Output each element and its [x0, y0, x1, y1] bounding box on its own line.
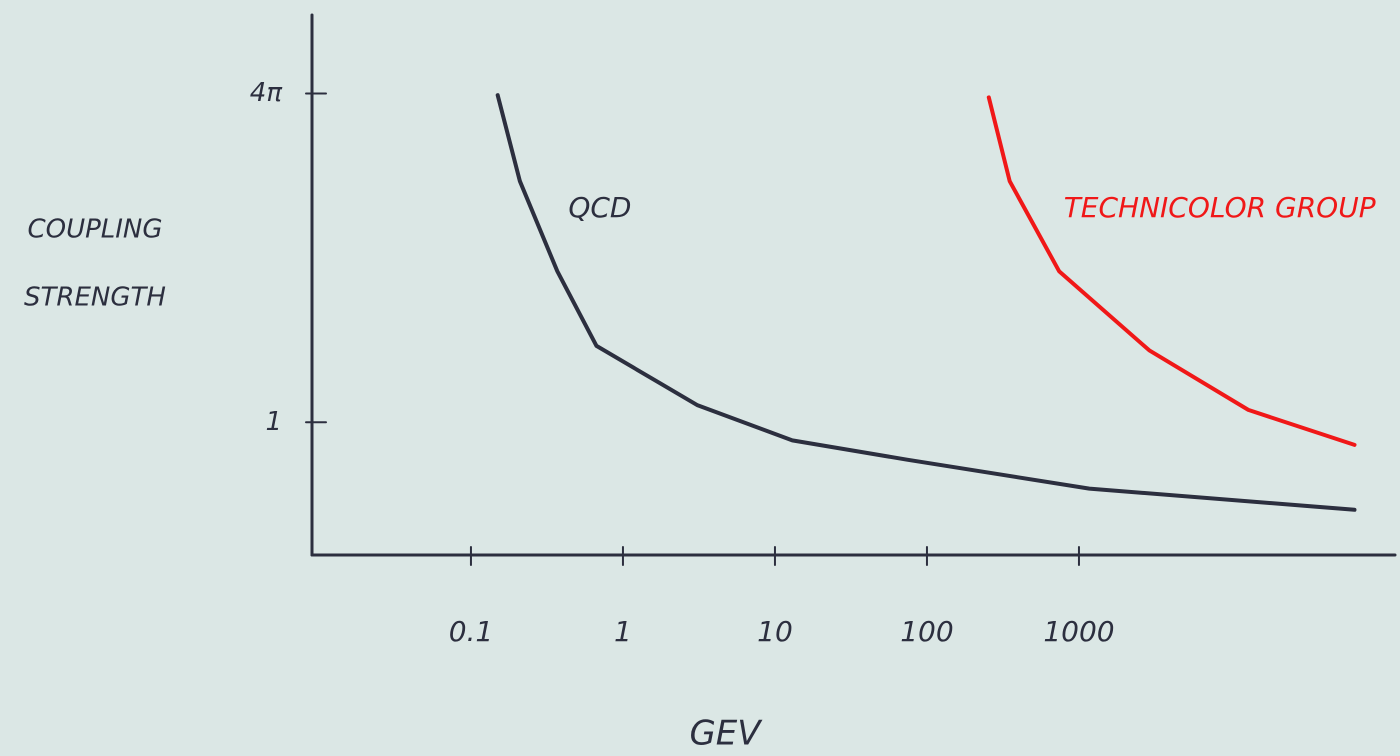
- y-axis-label: COUPLING: [27, 215, 162, 245]
- x-tick-label: 1: [614, 615, 632, 648]
- y-tick-label: 4π: [250, 78, 283, 108]
- series-line: [498, 95, 1355, 510]
- x-tick-label: 0.1: [449, 615, 494, 648]
- x-tick-label: 10: [757, 615, 793, 648]
- y-axis-label: STRENGTH: [24, 283, 166, 313]
- series-line: [989, 97, 1355, 445]
- series-label: QCD: [568, 191, 631, 224]
- x-tick-label: 100: [900, 615, 953, 648]
- y-tick-label: 1: [265, 407, 282, 437]
- chart: GEV COUPLING STRENGTH 0.1 1 10 100 1000 1 4π QC…: [0, 0, 1400, 756]
- x-axis-label: GEV: [689, 714, 763, 754]
- series-label: TECHNICOLOR GROUP: [1064, 191, 1376, 224]
- x-tick-label: 1000: [1043, 615, 1114, 648]
